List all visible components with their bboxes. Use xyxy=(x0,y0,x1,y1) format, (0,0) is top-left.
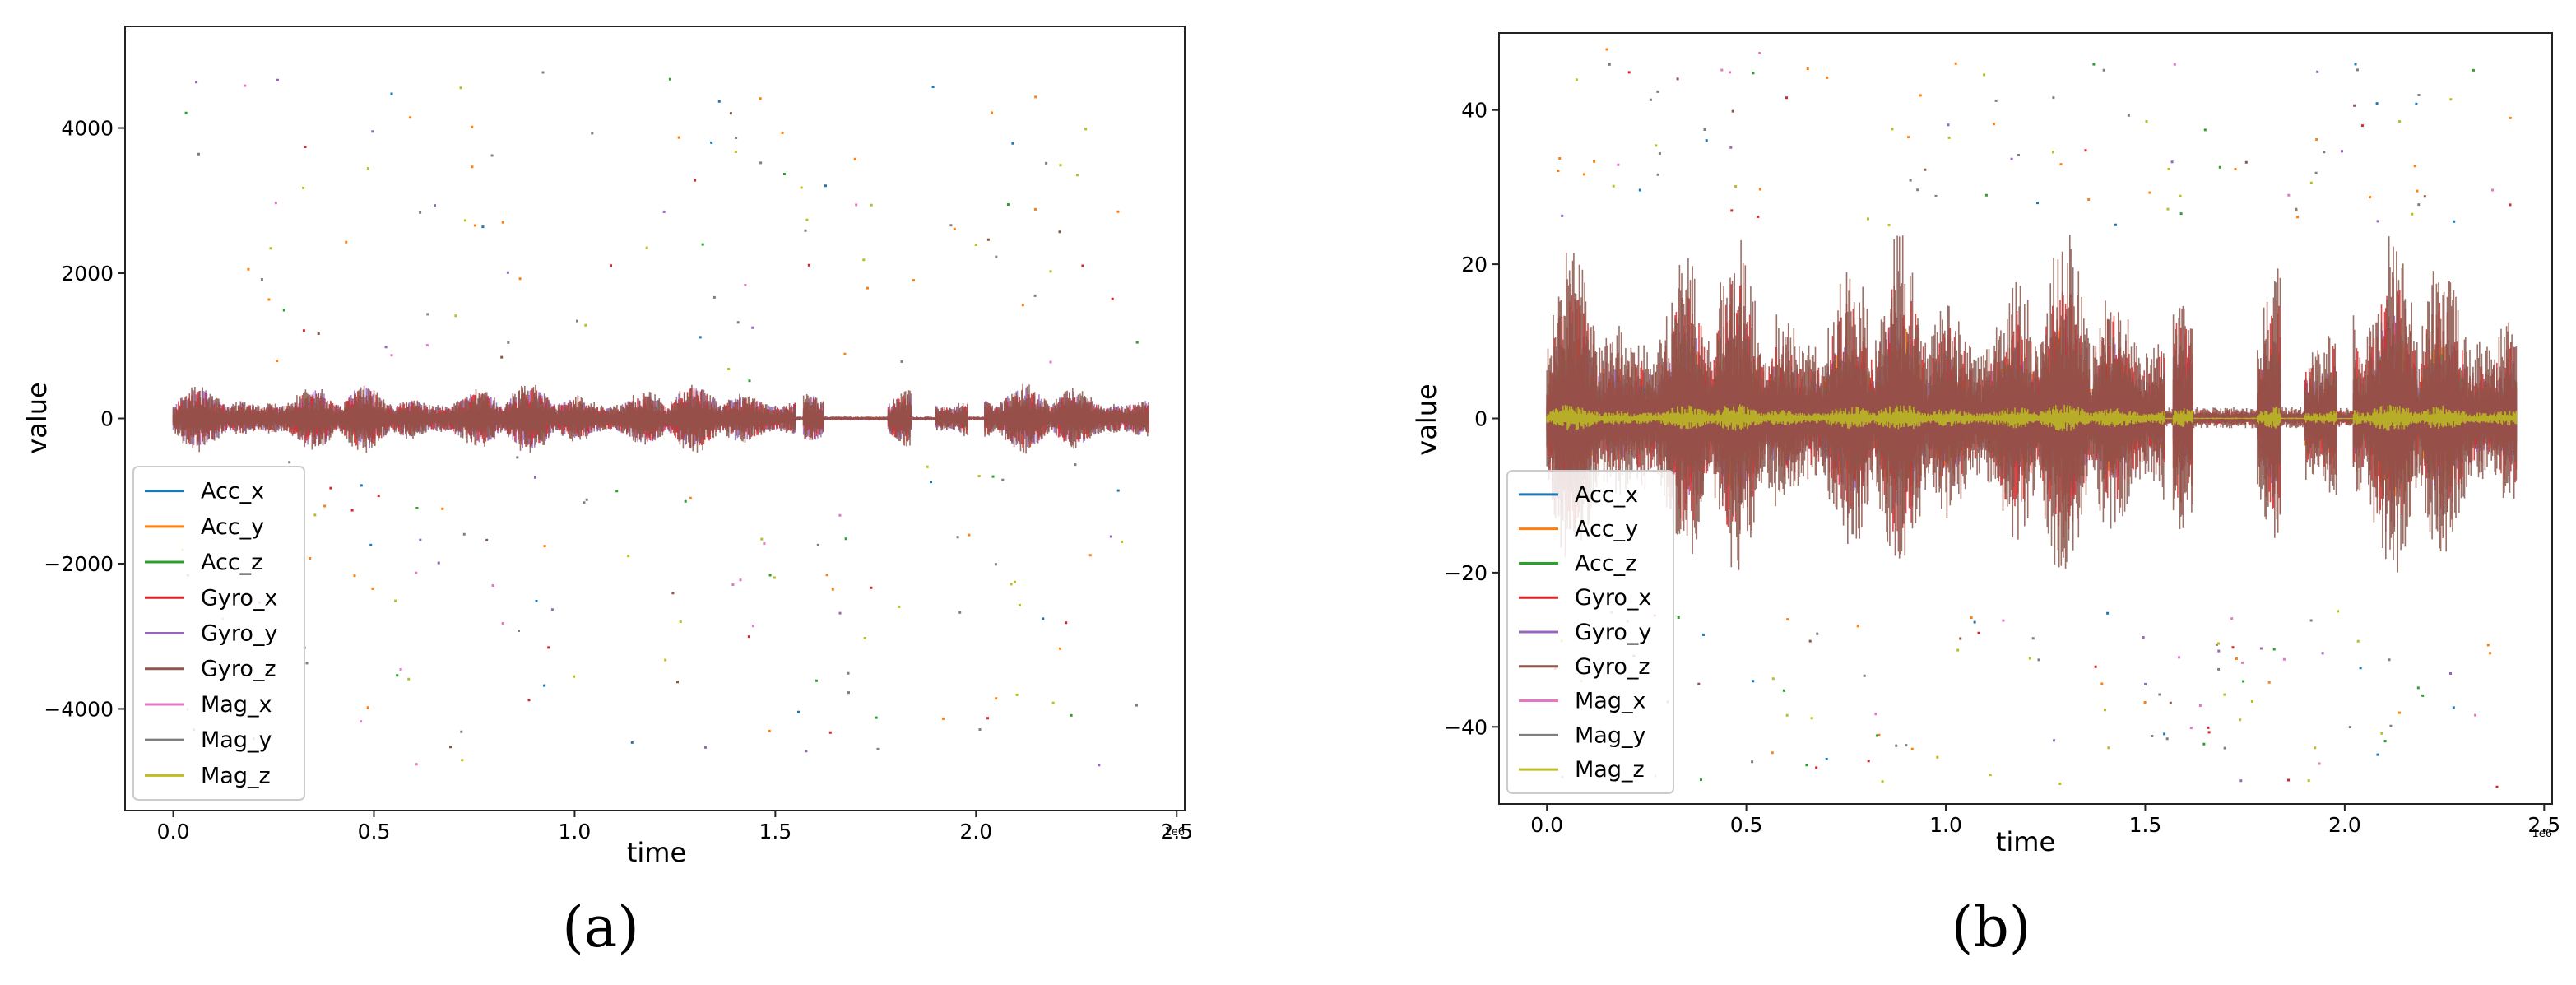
legend-label: Mag_z xyxy=(201,763,271,788)
x-axis-title-b: time xyxy=(1996,826,2055,857)
legend-label: Gyro_z xyxy=(201,657,276,682)
legend-item-acc-y: Acc_y xyxy=(145,514,264,540)
x-offset-label-b: 1e6 xyxy=(2532,828,2552,840)
legend-item-acc-x: Acc_x xyxy=(145,479,264,504)
legend-item-gyro-z: Gyro_z xyxy=(1519,654,1650,680)
legend-item-acc-z: Acc_z xyxy=(1519,551,1636,576)
panel-label-b: (b) xyxy=(1952,895,2031,960)
legend-label: Gyro_x xyxy=(201,585,277,611)
legend-item-gyro-z: Gyro_z xyxy=(145,657,276,682)
legend-label: Acc_x xyxy=(201,479,264,504)
y-axis-title-a: value xyxy=(21,382,53,453)
series-trace-mag-z xyxy=(1546,404,2518,431)
legend-label: Mag_x xyxy=(1575,689,1645,714)
x-tick-label-2: 1.0 xyxy=(559,820,592,843)
legend-item-mag-x: Mag_x xyxy=(145,692,272,718)
x-offset-label-a: 1e6 xyxy=(1164,826,1185,839)
legend-box xyxy=(1506,470,1674,794)
legend-label: Acc_y xyxy=(201,514,264,540)
series-outliers-gyro-z xyxy=(1676,77,2426,704)
x-tick-label-4: 2.0 xyxy=(959,820,992,843)
y-tick-label-4: −4000 xyxy=(44,697,114,721)
legend-label: Mag_y xyxy=(201,727,272,753)
series-trace-gyro-z xyxy=(172,383,1149,454)
legend-label: Acc_z xyxy=(1575,551,1636,576)
series-outliers-mag-x xyxy=(244,84,1052,766)
legend-box xyxy=(132,466,305,801)
y-tick-label-2: 0 xyxy=(1474,407,1488,431)
legend-item-mag-x: Mag_x xyxy=(1519,689,1645,714)
x-tick-label-3: 1.5 xyxy=(759,820,791,843)
ticks-a: 0.0 0.5 1.0 1.5 2.0 2.5 4000 2000 0 −2000 −4000 xyxy=(44,117,1193,843)
y-axis-title-b: value xyxy=(1411,383,1442,455)
legend-label: Mag_y xyxy=(1575,722,1645,748)
x-tick-label-3: 1.5 xyxy=(2129,813,2162,837)
legend-label: Acc_y xyxy=(1575,517,1638,542)
legend-label: Gyro_x xyxy=(1575,585,1651,611)
legend-item-mag-z: Mag_z xyxy=(1519,757,1645,783)
y-tick-label-3: −20 xyxy=(1444,561,1488,585)
x-axis-title-a: time xyxy=(627,837,686,868)
series-outliers-mag-y xyxy=(193,71,1138,750)
data-layer-a xyxy=(172,71,1149,767)
legend-label: Acc_z xyxy=(201,550,262,575)
legend-label: Mag_x xyxy=(201,692,272,718)
y-tick-label-2: 0 xyxy=(100,407,114,431)
legend-label: Gyro_y xyxy=(1575,620,1651,645)
series-outliers-acc-y xyxy=(181,95,1120,732)
legend-a: Acc_x Acc_y Acc_z Gyro_x Gyro_y Gyro_z Mag_x Ma… xyxy=(132,466,305,801)
series-gyro-z xyxy=(172,112,1149,749)
legend-item-gyro-y: Gyro_y xyxy=(1519,620,1651,645)
legend-label: Mag_z xyxy=(1575,757,1645,783)
chart-panel-b: 0.0 0.5 1.0 1.5 2.0 2.5 40 20 0 −20 −40 time value… xyxy=(1411,32,2560,960)
legend-item-mag-y: Mag_y xyxy=(1519,722,1645,748)
legend-item-mag-z: Mag_z xyxy=(145,763,271,788)
legend-item-acc-x: Acc_x xyxy=(1519,482,1638,508)
legend-item-mag-y: Mag_y xyxy=(145,727,272,753)
legend-label: Gyro_z xyxy=(1575,654,1650,680)
x-tick-label-1: 0.5 xyxy=(358,820,391,843)
chart-panel-a: 0.0 0.5 1.0 1.5 2.0 2.5 4000 2000 0 −2000 −4000 ti… xyxy=(21,26,1193,960)
series-outliers-gyro-z xyxy=(303,112,1061,749)
series-outliers-acc-z xyxy=(184,77,1139,719)
legend-item-acc-z: Acc_z xyxy=(145,550,262,575)
legend-b: Acc_x Acc_y Acc_z Gyro_x Gyro_y Gyro_z Mag_x Ma… xyxy=(1506,470,1674,794)
y-tick-label-1: 20 xyxy=(1461,253,1488,276)
x-tick-label-1: 0.5 xyxy=(1730,813,1763,837)
y-tick-label-0: 40 xyxy=(1461,99,1488,123)
series-outliers-mag-z xyxy=(221,86,1124,762)
x-tick-label-5: 2.5 xyxy=(2527,813,2560,837)
y-tick-label-0: 4000 xyxy=(61,117,114,141)
legend-item-acc-y: Acc_y xyxy=(1519,517,1638,542)
legend-item-gyro-x: Gyro_x xyxy=(145,585,277,611)
y-tick-label-1: 2000 xyxy=(61,262,114,286)
ticks-b: 0.0 0.5 1.0 1.5 2.0 2.5 40 20 0 −20 −40 xyxy=(1444,99,2560,837)
series-outliers-acc-z xyxy=(1677,63,2475,782)
x-tick-label-0: 0.0 xyxy=(157,820,190,843)
legend-item-gyro-x: Gyro_x xyxy=(1519,585,1651,611)
y-tick-label-3: −2000 xyxy=(44,552,114,576)
y-tick-label-4: −40 xyxy=(1444,715,1488,739)
legend-item-gyro-y: Gyro_y xyxy=(145,621,277,647)
x-tick-label-2: 1.0 xyxy=(1929,813,1962,837)
x-tick-label-0: 0.0 xyxy=(1530,813,1563,837)
x-tick-label-5: 2.5 xyxy=(1160,820,1193,843)
x-tick-label-4: 2.0 xyxy=(2328,813,2361,837)
series-outliers-gyro-y xyxy=(186,78,1112,767)
legend-label: Gyro_y xyxy=(201,621,277,647)
legend-label: Acc_x xyxy=(1575,482,1638,508)
panel-label-a: (a) xyxy=(562,895,639,960)
